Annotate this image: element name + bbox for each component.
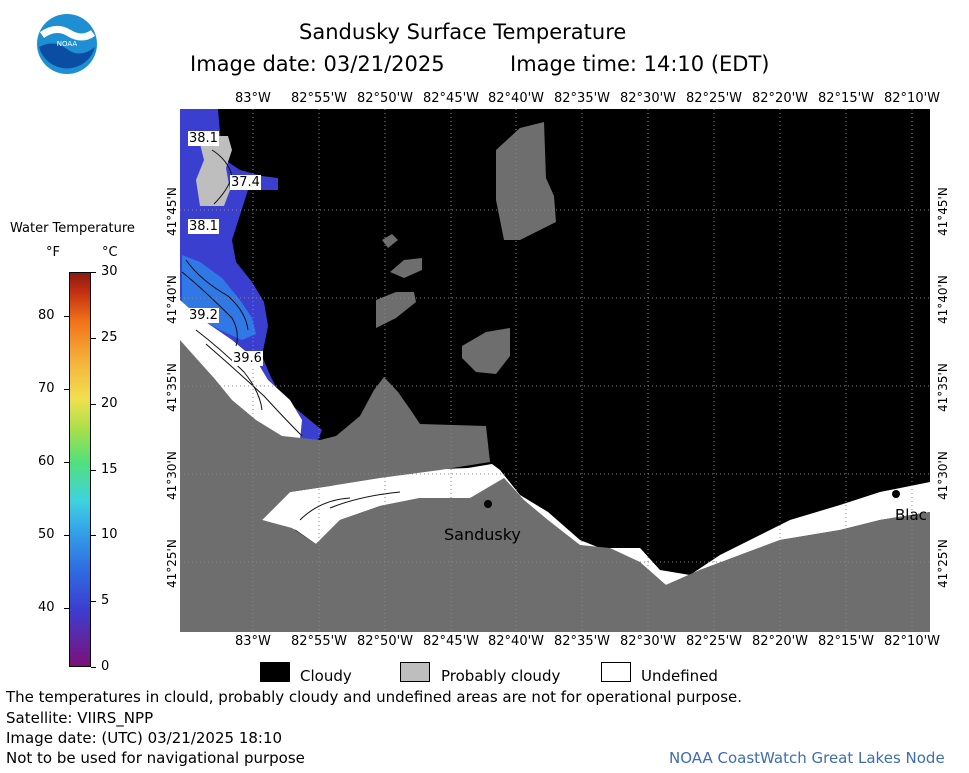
colorbar-tick-f bbox=[64, 316, 69, 317]
probably-cloudy-patch bbox=[196, 136, 232, 206]
colorbar-label-f: 70 bbox=[38, 381, 55, 396]
longitude-label: 82°50'W bbox=[357, 91, 414, 106]
colorbar-tick-c bbox=[91, 470, 96, 471]
longitude-label: 83°W bbox=[235, 634, 271, 649]
contour-label: 39.6 bbox=[232, 351, 263, 366]
longitude-label: 82°15'W bbox=[818, 91, 875, 106]
colorbar-label-c: 30 bbox=[101, 264, 118, 279]
longitude-label: 82°35'W bbox=[554, 634, 611, 649]
longitude-label: 83°W bbox=[235, 91, 271, 106]
colorbar-label-c: 25 bbox=[101, 330, 118, 345]
longitude-label: 82°30'W bbox=[620, 91, 677, 106]
latitude-label: 41°35'N bbox=[936, 363, 950, 412]
colorbar-tick-c bbox=[91, 404, 96, 405]
latitude-label: 41°40'N bbox=[165, 275, 179, 324]
place-label-bay-view: Blac bbox=[895, 506, 927, 524]
colorbar bbox=[69, 272, 91, 667]
colorbar-tick-f bbox=[64, 535, 69, 536]
map-frame: 38.1 37.4 38.1 39.2 39.6 Sandusky Blac bbox=[180, 109, 930, 632]
longitude-label: 82°10'W bbox=[884, 634, 941, 649]
longitude-label: 82°25'W bbox=[686, 634, 743, 649]
latitude-label: 41°25'N bbox=[936, 539, 950, 588]
graticule bbox=[180, 109, 930, 632]
land-island-1 bbox=[376, 292, 416, 328]
colorbar-label-c: 10 bbox=[101, 527, 118, 542]
longitude-label: 82°40'W bbox=[488, 91, 545, 106]
longitude-label: 82°55'W bbox=[291, 91, 348, 106]
colorbar-label-f: 60 bbox=[38, 454, 55, 469]
colorbar-label-f: 40 bbox=[38, 600, 55, 615]
longitude-label: 82°25'W bbox=[686, 91, 743, 106]
contour-lines bbox=[181, 149, 401, 521]
navigation-warning: Not to be used for navigational purpose bbox=[6, 749, 305, 767]
colorbar-label-c: 5 bbox=[101, 593, 110, 608]
land-mainland bbox=[180, 340, 930, 632]
colorbar-tick-c bbox=[91, 601, 96, 602]
colorbar-tick-c bbox=[91, 535, 96, 536]
land-island-3 bbox=[390, 258, 422, 278]
legend-swatch-probably-cloudy bbox=[400, 662, 430, 682]
svg-text:NOAA: NOAA bbox=[57, 40, 78, 48]
longitude-label: 82°40'W bbox=[488, 634, 545, 649]
contour-label: 39.2 bbox=[188, 308, 219, 323]
colorbar-tick-f bbox=[64, 462, 69, 463]
latitude-label: 41°45'N bbox=[936, 187, 950, 236]
sandusky-marker bbox=[484, 500, 492, 508]
colorbar-tick-f bbox=[64, 389, 69, 390]
contour-label: 38.1 bbox=[188, 219, 219, 234]
colorbar-tick-c bbox=[91, 338, 96, 339]
longitude-label: 82°20'W bbox=[752, 91, 809, 106]
colorbar-label-f: 50 bbox=[38, 527, 55, 542]
colorbar-label-c: 0 bbox=[101, 659, 110, 674]
colorbar-label-f: 80 bbox=[38, 308, 55, 323]
legend-label-probably-cloudy: Probably cloudy bbox=[441, 667, 561, 685]
contour-label: 37.4 bbox=[230, 175, 261, 190]
image-date: Image date: 03/21/2025 bbox=[190, 52, 445, 76]
longitude-label: 82°45'W bbox=[423, 91, 480, 106]
colorbar-unit-c: °C bbox=[102, 245, 118, 260]
image-time: Image time: 14:10 (EDT) bbox=[510, 52, 770, 76]
disclaimer-note: The temperatures in clould, probably clo… bbox=[6, 688, 743, 706]
place-label-sandusky: Sandusky bbox=[444, 525, 521, 544]
latitude-label: 41°40'N bbox=[936, 275, 950, 324]
utc-date: Image date: (UTC) 03/21/2025 18:10 bbox=[6, 729, 283, 747]
longitude-label: 82°45'W bbox=[423, 634, 480, 649]
longitude-label: 82°30'W bbox=[620, 634, 677, 649]
colorbar-label-c: 20 bbox=[101, 396, 118, 411]
longitude-label: 82°35'W bbox=[554, 91, 611, 106]
colorbar-label-c: 15 bbox=[101, 462, 118, 477]
latitude-label: 41°30'N bbox=[165, 451, 179, 500]
contour-label: 38.1 bbox=[188, 131, 219, 146]
latitude-label: 41°45'N bbox=[165, 187, 179, 236]
colorbar-tick-c bbox=[91, 667, 96, 668]
noaa-logo: NOAA bbox=[36, 13, 98, 75]
colorbar-unit-f: °F bbox=[46, 245, 60, 260]
latitude-label: 41°25'N bbox=[165, 539, 179, 588]
latitude-label: 41°30'N bbox=[936, 451, 950, 500]
legend-swatch-cloudy bbox=[260, 662, 290, 682]
legend-label-undefined: Undefined bbox=[641, 667, 718, 685]
land-island-2 bbox=[462, 328, 510, 374]
legend-swatch-undefined bbox=[601, 662, 631, 682]
legend-label-cloudy: Cloudy bbox=[300, 667, 352, 685]
colorbar-title: Water Temperature bbox=[10, 221, 135, 236]
longitude-label: 82°20'W bbox=[752, 634, 809, 649]
colorbar-tick-f bbox=[64, 608, 69, 609]
longitude-label: 82°50'W bbox=[357, 634, 414, 649]
longitude-label: 82°15'W bbox=[818, 634, 875, 649]
bay-view-marker bbox=[892, 490, 900, 498]
coastwatch-node-credit: NOAA CoastWatch Great Lakes Node bbox=[669, 749, 945, 767]
satellite-info: Satellite: VIIRS_NPP bbox=[6, 709, 154, 727]
colorbar-tick-c bbox=[91, 272, 96, 273]
land-island-4 bbox=[382, 234, 398, 248]
longitude-label: 82°10'W bbox=[884, 91, 941, 106]
map-svg bbox=[180, 109, 930, 632]
longitude-label: 82°55'W bbox=[291, 634, 348, 649]
page-title: Sandusky Surface Temperature bbox=[299, 20, 627, 44]
latitude-label: 41°35'N bbox=[165, 363, 179, 412]
undefined-area-bay bbox=[262, 464, 930, 585]
